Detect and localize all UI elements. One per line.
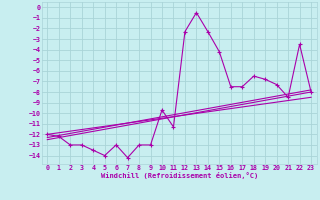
X-axis label: Windchill (Refroidissement éolien,°C): Windchill (Refroidissement éolien,°C): [100, 172, 258, 179]
